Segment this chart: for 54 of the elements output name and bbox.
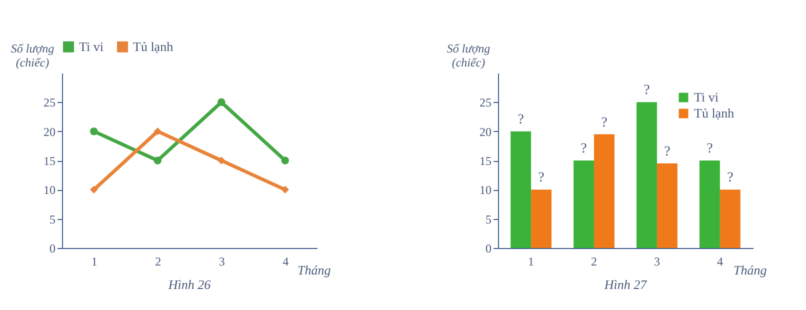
y-tick-label: 0 [486,242,492,256]
point [281,156,289,164]
bar [699,160,720,248]
y-tick-label: 0 [50,242,56,256]
y-tick-label: 20 [44,124,56,139]
y-axis-title: Số lượng (chiếc) [446,42,490,70]
y-tick-label: 15 [44,154,56,168]
data-label: ? [538,170,544,186]
x-tick-label: 2 [155,254,162,268]
legend-label: Ti vi [79,38,104,54]
data-label: ? [706,142,713,156]
bar [636,102,657,248]
y-tick-label: 10 [480,183,492,198]
x-axis-title: Tháng [298,262,332,278]
legend-label: Tủ lạnh [133,38,174,54]
point [90,127,98,136]
data-label: ? [518,112,524,128]
y-tick-label: 5 [486,212,492,226]
y-tick-label: 15 [480,154,492,168]
data-label: ? [727,170,734,186]
point [218,98,226,106]
bar [656,163,678,248]
bar [594,134,614,248]
x-tick-label: 4 [282,254,289,268]
x-tick-label: 2 [591,254,598,268]
point [281,186,289,194]
point [218,156,226,164]
x-tick-label: 4 [716,254,723,268]
legend-label: Tủ lạnh [694,106,735,120]
bar [531,190,552,248]
x-tick-label: 1 [91,254,98,268]
y-tick-label: 25 [44,96,56,110]
point [154,156,162,164]
y-tick-label: 20 [480,124,492,139]
y-tick-label: 25 [480,96,492,110]
legend-label: Ti vi [694,90,719,104]
x-tick-label: 3 [218,254,225,268]
point [154,127,162,136]
bar [720,190,740,248]
data-label: ? [664,144,670,160]
bar [574,160,594,248]
x-tick-label: 3 [654,254,660,268]
text: Hình 27 [603,277,648,292]
data-label: ? [644,83,650,98]
bar [510,131,532,248]
data-label: ? [601,115,608,130]
x-axis-title: Tháng [734,262,768,278]
text: Hình 26 [167,277,212,292]
y-axis-title: Số lượng (chiếc) [10,42,54,70]
point [90,186,98,194]
y-tick-label: 5 [50,212,56,226]
x-tick-label: 1 [528,254,534,268]
data-label: ? [580,142,587,156]
y-tick-label: 10 [44,183,56,198]
